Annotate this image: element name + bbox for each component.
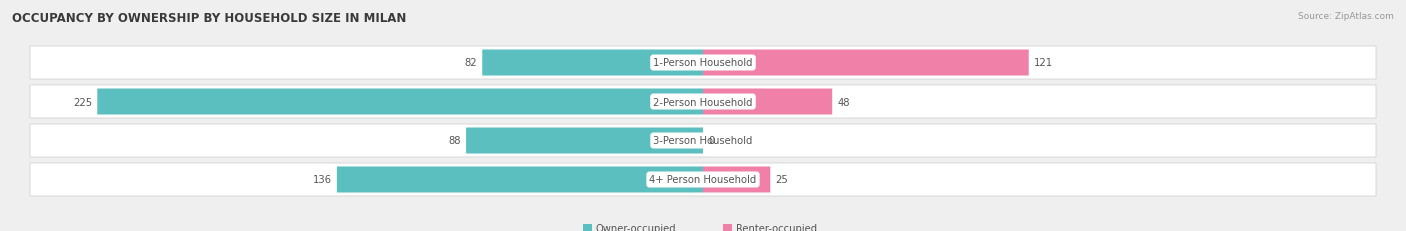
FancyBboxPatch shape bbox=[97, 89, 703, 115]
Text: 3-Person Household: 3-Person Household bbox=[654, 136, 752, 146]
FancyBboxPatch shape bbox=[30, 86, 1376, 119]
FancyBboxPatch shape bbox=[30, 47, 1376, 80]
Text: 136: 136 bbox=[314, 175, 332, 185]
Text: 121: 121 bbox=[1033, 58, 1053, 68]
Text: 25: 25 bbox=[775, 175, 787, 185]
FancyBboxPatch shape bbox=[703, 89, 832, 115]
Text: 82: 82 bbox=[464, 58, 477, 68]
Text: 1-Person Household: 1-Person Household bbox=[654, 58, 752, 68]
Text: 225: 225 bbox=[73, 97, 93, 107]
Text: 2-Person Household: 2-Person Household bbox=[654, 97, 752, 107]
FancyBboxPatch shape bbox=[467, 128, 703, 154]
Text: 88: 88 bbox=[449, 136, 461, 146]
FancyBboxPatch shape bbox=[723, 224, 733, 231]
FancyBboxPatch shape bbox=[30, 125, 1376, 157]
Text: 0: 0 bbox=[709, 136, 714, 146]
Text: 4+ Person Household: 4+ Person Household bbox=[650, 175, 756, 185]
FancyBboxPatch shape bbox=[30, 163, 1376, 196]
Text: 48: 48 bbox=[837, 97, 849, 107]
Text: Owner-occupied: Owner-occupied bbox=[596, 223, 676, 231]
Text: OCCUPANCY BY OWNERSHIP BY HOUSEHOLD SIZE IN MILAN: OCCUPANCY BY OWNERSHIP BY HOUSEHOLD SIZE… bbox=[13, 12, 406, 25]
FancyBboxPatch shape bbox=[583, 224, 592, 231]
FancyBboxPatch shape bbox=[337, 167, 703, 193]
FancyBboxPatch shape bbox=[482, 50, 703, 76]
FancyBboxPatch shape bbox=[703, 50, 1029, 76]
FancyBboxPatch shape bbox=[703, 167, 770, 193]
Text: Source: ZipAtlas.com: Source: ZipAtlas.com bbox=[1298, 12, 1393, 21]
Text: Renter-occupied: Renter-occupied bbox=[735, 223, 817, 231]
